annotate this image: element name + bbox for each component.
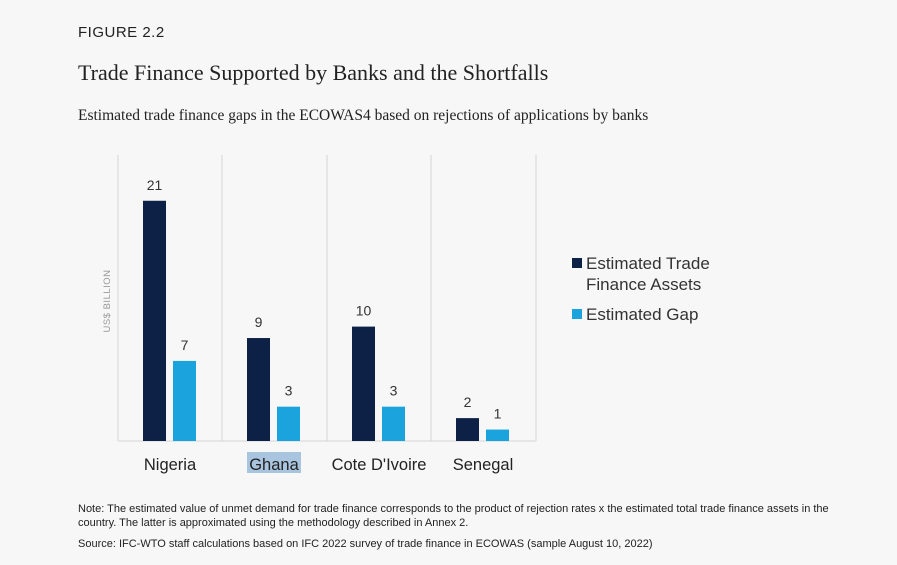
x-tick-label-senegal: Senegal (453, 456, 514, 474)
value-label-assets-senegal: 2 (464, 394, 472, 410)
value-label-gap-senegal: 1 (494, 406, 502, 422)
value-label-assets-cote-d-ivoire: 10 (356, 303, 372, 319)
legend-item-gap: Estimated Gap (572, 304, 736, 325)
chart-note: Note: The estimated value of unmet deman… (78, 503, 829, 529)
legend-swatch-gap (572, 309, 582, 319)
x-tick-label-nigeria: Nigeria (144, 456, 197, 474)
y-axis-label: US$ BILLION (102, 269, 113, 332)
bar-gap-cote-d-ivoire (382, 406, 405, 441)
bar-gap-nigeria (173, 360, 196, 441)
bar-gap-senegal (486, 429, 509, 441)
value-label-gap-cote-d-ivoire: 3 (390, 383, 398, 399)
value-label-gap-nigeria: 7 (181, 337, 189, 353)
chart-subtitle: Estimated trade finance gaps in the ECOW… (78, 107, 649, 124)
x-tick-label-ghana: Ghana (249, 456, 299, 474)
chart-title: Trade Finance Supported by Banks and the… (78, 60, 549, 85)
legend-label-assets: Estimated Trade Finance Assets (586, 254, 710, 294)
bar-assets-nigeria (143, 200, 166, 441)
bar-gap-ghana (277, 406, 300, 441)
legend-item-assets: Estimated Trade Finance Assets (572, 253, 736, 295)
chart-source: Source: IFC-WTO staff calculations based… (78, 538, 653, 550)
bar-assets-cote-d-ivoire (352, 326, 375, 441)
chart-legend: Estimated Trade Finance Assets Estimated… (572, 253, 736, 334)
bar-assets-senegal (456, 418, 479, 441)
legend-swatch-assets (572, 258, 582, 268)
value-label-gap-ghana: 3 (285, 383, 293, 399)
figure-label: FIGURE 2.2 (78, 24, 165, 41)
legend-label-gap: Estimated Gap (586, 305, 699, 324)
value-label-assets-ghana: 9 (255, 314, 263, 330)
bar-assets-ghana (247, 338, 270, 441)
value-label-assets-nigeria: 21 (147, 177, 163, 193)
category-highlight (247, 452, 301, 473)
x-tick-label-cote-d-ivoire: Cote D'Ivoire (332, 456, 427, 474)
